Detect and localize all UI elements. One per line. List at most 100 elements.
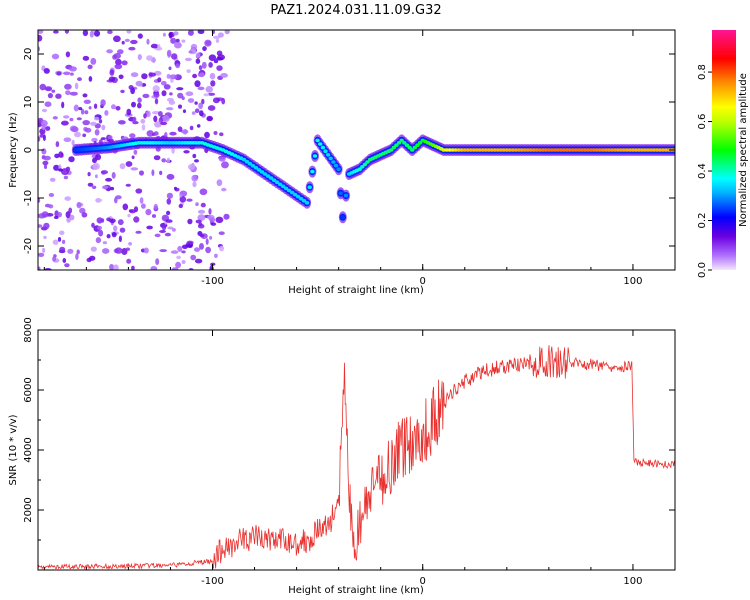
- noise-speckle: [127, 213, 131, 218]
- noise-speckle: [174, 41, 182, 49]
- noise-speckle: [155, 258, 160, 265]
- noise-speckle: [64, 196, 71, 201]
- noise-speckle: [92, 162, 100, 170]
- noise-speckle: [87, 64, 93, 70]
- noise-speckle: [188, 50, 193, 54]
- noise-speckle: [216, 57, 224, 61]
- ridge-core: [394, 143, 399, 147]
- noise-speckle: [205, 238, 209, 245]
- noise-speckle: [166, 157, 170, 163]
- noise-speckle: [192, 73, 198, 79]
- noise-speckle: [130, 167, 139, 171]
- ridge-core: [241, 157, 247, 162]
- ridge-core: [274, 180, 280, 184]
- ridge-core: [310, 169, 315, 174]
- noise-speckle: [52, 116, 58, 120]
- noise-speckle: [51, 89, 56, 93]
- noise-speckle: [195, 58, 201, 64]
- snr-panel: -100 0 100 2000 4000 6000 8000 Height of strai…: [8, 317, 676, 596]
- noise-speckle: [114, 247, 123, 254]
- noise-speckle: [160, 121, 168, 126]
- ridge-core: [360, 165, 365, 169]
- ridge-core: [256, 168, 262, 172]
- noise-speckle: [108, 135, 113, 140]
- noise-speckle: [115, 106, 121, 111]
- noise-speckle: [100, 137, 106, 141]
- noise-speckle: [141, 203, 146, 209]
- noise-speckle: [98, 119, 103, 124]
- noise-speckle: [178, 104, 182, 109]
- spectrogram-ylabel: Frequency (Hz): [8, 112, 19, 188]
- noise-speckle: [95, 153, 102, 161]
- noise-speckle: [146, 130, 154, 137]
- noise-speckle: [153, 155, 161, 161]
- noise-speckle: [133, 216, 140, 223]
- ridge-core: [417, 141, 423, 145]
- noise-speckle: [146, 38, 150, 45]
- x-tick-label: 100: [623, 276, 642, 287]
- noise-speckle: [41, 148, 47, 155]
- noise-speckle: [198, 102, 204, 110]
- noise-speckle: [42, 160, 49, 166]
- noise-speckle: [199, 188, 208, 196]
- snr-frame: [37, 329, 676, 571]
- noise-speckle: [111, 104, 116, 110]
- ridge-core: [298, 196, 304, 201]
- noise-speckle: [38, 30, 44, 34]
- noise-speckle: [171, 53, 178, 60]
- noise-speckle: [88, 76, 93, 82]
- noise-speckle: [177, 126, 183, 132]
- noise-speckle: [207, 92, 216, 96]
- ridge-core: [280, 184, 286, 189]
- noise-speckle: [90, 57, 97, 65]
- noise-speckle: [216, 65, 223, 71]
- noise-speckle: [169, 131, 177, 136]
- noise-speckle: [63, 175, 69, 180]
- noise-speckle: [145, 208, 152, 216]
- noise-speckle: [96, 217, 103, 224]
- noise-speckle: [194, 80, 201, 88]
- noise-speckle: [213, 131, 218, 135]
- noise-speckle: [221, 98, 226, 105]
- noise-speckle: [164, 232, 171, 237]
- ridge-core: [286, 188, 292, 193]
- noise-speckle: [160, 80, 167, 86]
- noise-speckle: [128, 209, 134, 213]
- noise-speckle: [190, 254, 197, 261]
- noise-speckle: [98, 229, 104, 237]
- colorbar-tick-label: 0.8: [697, 64, 708, 80]
- ridge-core: [396, 141, 402, 145]
- ridge-core: [262, 172, 268, 176]
- noise-speckle: [159, 170, 163, 175]
- y-tick-label: 4000: [23, 437, 34, 462]
- noise-speckle: [110, 186, 115, 191]
- noise-speckle: [121, 60, 128, 66]
- noise-speckle: [201, 98, 205, 105]
- noise-speckle: [193, 175, 198, 179]
- noise-speckle: [91, 137, 98, 143]
- noise-speckle: [176, 87, 184, 91]
- noise-speckle: [194, 108, 200, 113]
- noise-speckle: [64, 30, 69, 34]
- noise-speckle: [63, 137, 72, 142]
- noise-speckle: [38, 224, 43, 228]
- noise-speckle: [74, 82, 79, 90]
- ridge-core: [412, 145, 417, 150]
- noise-speckle: [199, 110, 204, 117]
- noise-speckle: [97, 225, 102, 231]
- noise-speckle: [94, 129, 100, 136]
- noise-speckle: [43, 222, 50, 230]
- noise-speckle: [212, 97, 220, 104]
- noise-speckle: [44, 164, 47, 169]
- noise-speckle: [202, 46, 207, 52]
- noise-speckle: [68, 156, 75, 163]
- noise-speckle: [128, 46, 136, 51]
- ridge-core: [389, 148, 394, 152]
- spectrogram-xlabel: Height of straight line (km): [288, 285, 424, 296]
- noise-speckle: [201, 61, 207, 69]
- colorbar-gradient: [712, 30, 736, 270]
- noise-speckle: [82, 55, 90, 61]
- noise-speckle: [130, 72, 139, 78]
- noise-speckle: [162, 32, 166, 37]
- noise-speckle: [195, 52, 201, 59]
